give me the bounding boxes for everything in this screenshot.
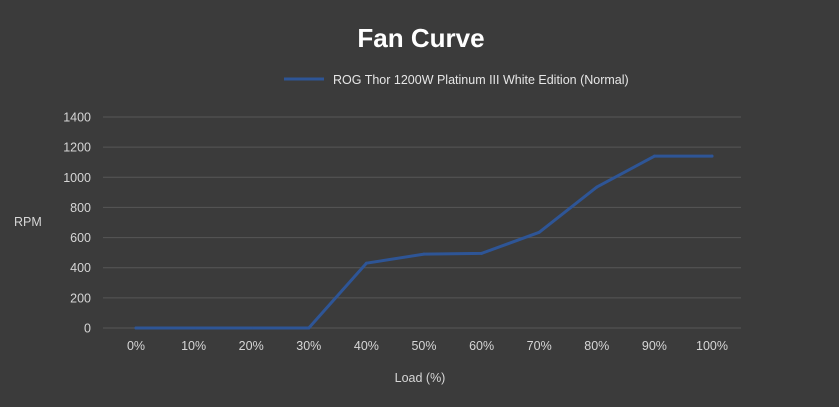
x-tick-label: 40% <box>354 339 379 353</box>
data-point <box>422 252 426 256</box>
x-tick-label: 10% <box>181 339 206 353</box>
legend: ROG Thor 1200W Platinum III White Editio… <box>284 73 629 87</box>
y-axis-label: RPM <box>14 215 42 229</box>
data-point <box>595 185 599 189</box>
chart-title: Fan Curve <box>357 23 484 53</box>
y-tick-label: 800 <box>70 201 91 215</box>
x-tick-label: 90% <box>642 339 667 353</box>
y-tick-label: 0 <box>84 322 91 336</box>
x-tick-label: 50% <box>411 339 436 353</box>
x-tick-label: 100% <box>696 339 728 353</box>
x-axis-label: Load (%) <box>395 371 446 385</box>
y-tick-label: 600 <box>70 231 91 245</box>
y-tick-label: 1200 <box>63 141 91 155</box>
y-tick-label: 1400 <box>63 111 91 125</box>
series-group <box>134 154 714 330</box>
data-point <box>710 154 714 158</box>
x-tick-label: 0% <box>127 339 145 353</box>
x-tick-label: 30% <box>296 339 321 353</box>
x-axis-ticks: 0% 10% 20% 30% 40% 50% 60% 70% 80% 90% 100% <box>127 339 728 353</box>
x-tick-label: 80% <box>584 339 609 353</box>
data-point <box>364 261 368 265</box>
y-axis-ticks: 0 200 400 600 800 1000 1200 1400 <box>63 111 91 336</box>
data-point <box>652 154 656 158</box>
y-tick-label: 400 <box>70 261 91 275</box>
x-tick-label: 60% <box>469 339 494 353</box>
y-tick-label: 1000 <box>63 171 91 185</box>
data-point <box>480 251 484 255</box>
x-tick-label: 70% <box>527 339 552 353</box>
data-point <box>307 326 311 330</box>
data-point <box>192 326 196 330</box>
data-point <box>537 230 541 234</box>
y-tick-label: 200 <box>70 291 91 305</box>
legend-label: ROG Thor 1200W Platinum III White Editio… <box>333 73 629 87</box>
data-point <box>249 326 253 330</box>
data-point <box>134 326 138 330</box>
x-tick-label: 20% <box>239 339 264 353</box>
